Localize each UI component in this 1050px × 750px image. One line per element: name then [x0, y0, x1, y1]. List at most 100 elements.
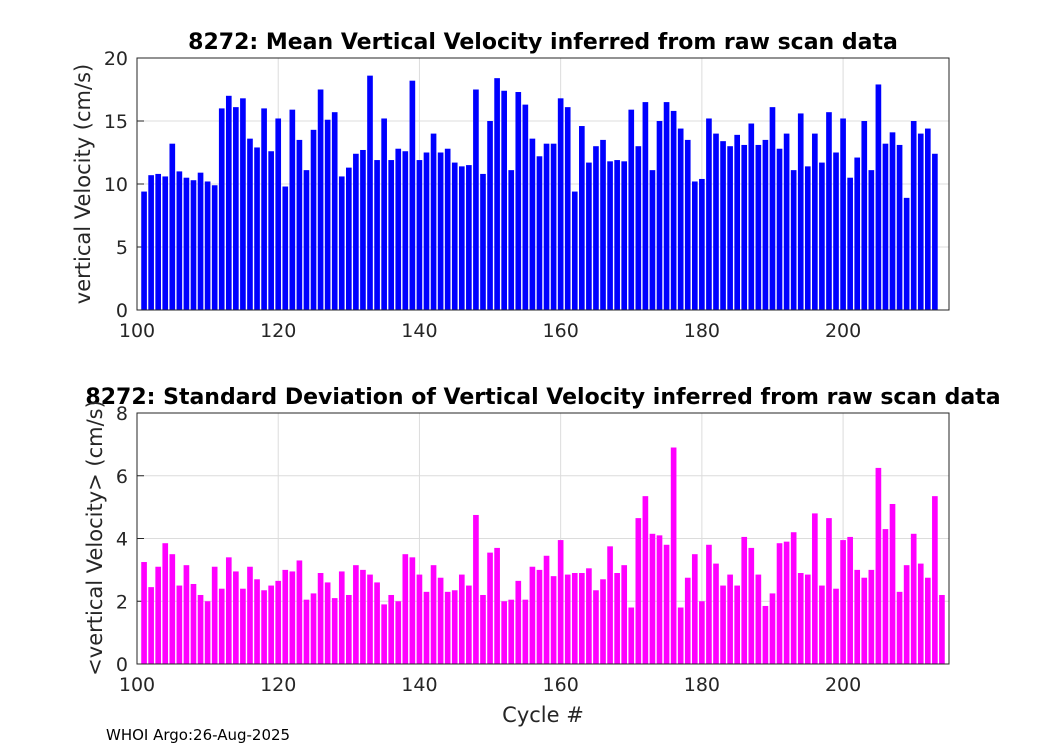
bar-cycle-103 — [155, 173, 162, 310]
bar-cycle-104 — [162, 543, 169, 664]
bar-cycle-188 — [755, 574, 762, 664]
x-tick-label: 200 — [825, 320, 861, 342]
bar-cycle-105 — [169, 554, 176, 664]
bar-cycle-116 — [247, 566, 253, 664]
bar-cycle-158 — [543, 143, 550, 310]
bar-cycle-163 — [579, 573, 585, 664]
std-velocity-chart: 100 120 140 160 180 200 0 2 4 6 8 8272: Standard … — [83, 385, 1001, 727]
bar-cycle-122 — [289, 571, 296, 664]
x-tick-label: 200 — [825, 674, 861, 696]
bar-cycle-167 — [607, 161, 613, 310]
bar-cycle-139 — [409, 80, 416, 311]
bar-cycle-135 — [381, 118, 387, 310]
footer-credit: WHOI Argo:26-Aug-2025 — [106, 726, 290, 744]
bar-cycle-169 — [621, 161, 628, 310]
y-axis-label: vertical Velocity (cm/s) — [71, 64, 95, 304]
bar-cycle-156 — [529, 138, 536, 310]
bar-cycle-157 — [536, 569, 543, 665]
bar-cycle-123 — [296, 560, 303, 664]
x-tick-label: 140 — [401, 320, 437, 342]
bar-cycle-203 — [861, 121, 868, 310]
bar-cycle-126 — [317, 573, 324, 664]
bar-cycle-122 — [289, 109, 296, 310]
bar-cycle-161 — [564, 574, 571, 664]
bar-cycle-204 — [868, 170, 875, 310]
bar-cycle-182 — [713, 133, 719, 310]
bar-cycle-210 — [910, 533, 917, 664]
bar-cycle-202 — [854, 157, 861, 310]
bar-cycle-140 — [416, 160, 423, 310]
bar-cycle-118 — [261, 108, 267, 311]
bar-cycle-198 — [826, 518, 832, 664]
bar-cycle-111 — [211, 566, 218, 664]
bar-cycle-138 — [402, 554, 409, 664]
bar-cycle-137 — [395, 601, 402, 664]
bar-cycle-159 — [550, 576, 557, 664]
bar-cycle-141 — [423, 152, 430, 310]
bar-cycle-160 — [557, 540, 564, 664]
bar-cycle-184 — [727, 146, 733, 310]
bar-cycle-132 — [360, 149, 366, 310]
bar-cycle-129 — [338, 176, 345, 310]
bar-cycle-178 — [684, 139, 691, 310]
bar-cycle-144 — [444, 148, 451, 310]
bar-cycle-213 — [932, 153, 938, 310]
bar-cycle-181 — [706, 544, 712, 664]
bar-cycle-102 — [148, 587, 154, 664]
bar-cycle-107 — [183, 565, 190, 664]
bar-cycle-151 — [494, 78, 500, 310]
bar-cycle-192 — [783, 541, 790, 664]
bar-cycle-196 — [812, 133, 818, 310]
bar-cycle-143 — [437, 152, 444, 310]
bar-cycle-110 — [204, 601, 211, 664]
bar-cycle-162 — [571, 191, 578, 310]
bar-cycle-189 — [762, 605, 769, 664]
bar-cycle-199 — [833, 152, 839, 310]
bar-cycle-170 — [628, 109, 635, 310]
bar-cycle-135 — [381, 604, 387, 664]
y-tick-labels: 0 2 4 6 8 — [116, 403, 128, 676]
bar-cycle-163 — [579, 126, 585, 310]
bar-cycle-117 — [254, 147, 260, 310]
x-tick-label: 140 — [401, 674, 437, 696]
y-tick-label: 15 — [104, 111, 128, 133]
bar-cycle-112 — [218, 588, 225, 664]
bar-cycle-206 — [882, 143, 889, 310]
bar-cycle-148 — [473, 89, 479, 310]
bar-cycle-196 — [812, 513, 818, 664]
bar-cycle-124 — [303, 599, 310, 664]
bar-cycle-146 — [458, 574, 465, 664]
bar-cycle-134 — [374, 160, 380, 310]
bar-cycle-172 — [642, 496, 649, 664]
bar-cycle-172 — [642, 102, 649, 310]
bar-cycle-118 — [261, 590, 267, 664]
bar-cycle-159 — [550, 143, 557, 310]
bar-cycle-134 — [374, 582, 380, 664]
bar-cycle-175 — [663, 544, 670, 664]
x-tick-label: 120 — [260, 674, 296, 696]
bars — [141, 447, 945, 665]
x-tick-label: 120 — [260, 320, 296, 342]
bar-cycle-151 — [494, 547, 500, 664]
bar-cycle-195 — [804, 166, 811, 310]
x-tick-labels: 100 120 140 160 180 200 — [119, 674, 861, 696]
bar-cycle-153 — [508, 170, 515, 310]
bar-cycle-108 — [190, 583, 197, 664]
x-tick-labels: 100 120 140 160 180 200 — [119, 320, 861, 342]
bar-cycle-204 — [868, 569, 875, 665]
bar-cycle-147 — [466, 165, 472, 310]
bar-cycle-176 — [670, 447, 677, 664]
x-tick-label: 100 — [119, 674, 155, 696]
x-tick-label: 100 — [119, 320, 155, 342]
y-tick-label: 6 — [116, 466, 128, 488]
bar-cycle-166 — [600, 139, 606, 310]
bar-cycle-152 — [501, 90, 507, 310]
bar-cycle-137 — [395, 148, 402, 310]
bar-cycle-210 — [910, 121, 917, 310]
bar-cycle-109 — [197, 172, 204, 310]
bar-cycle-177 — [677, 128, 684, 310]
bar-cycle-142 — [430, 133, 437, 310]
bar-cycle-185 — [734, 134, 740, 310]
bar-cycle-157 — [536, 156, 543, 310]
bar-cycle-184 — [727, 574, 733, 664]
